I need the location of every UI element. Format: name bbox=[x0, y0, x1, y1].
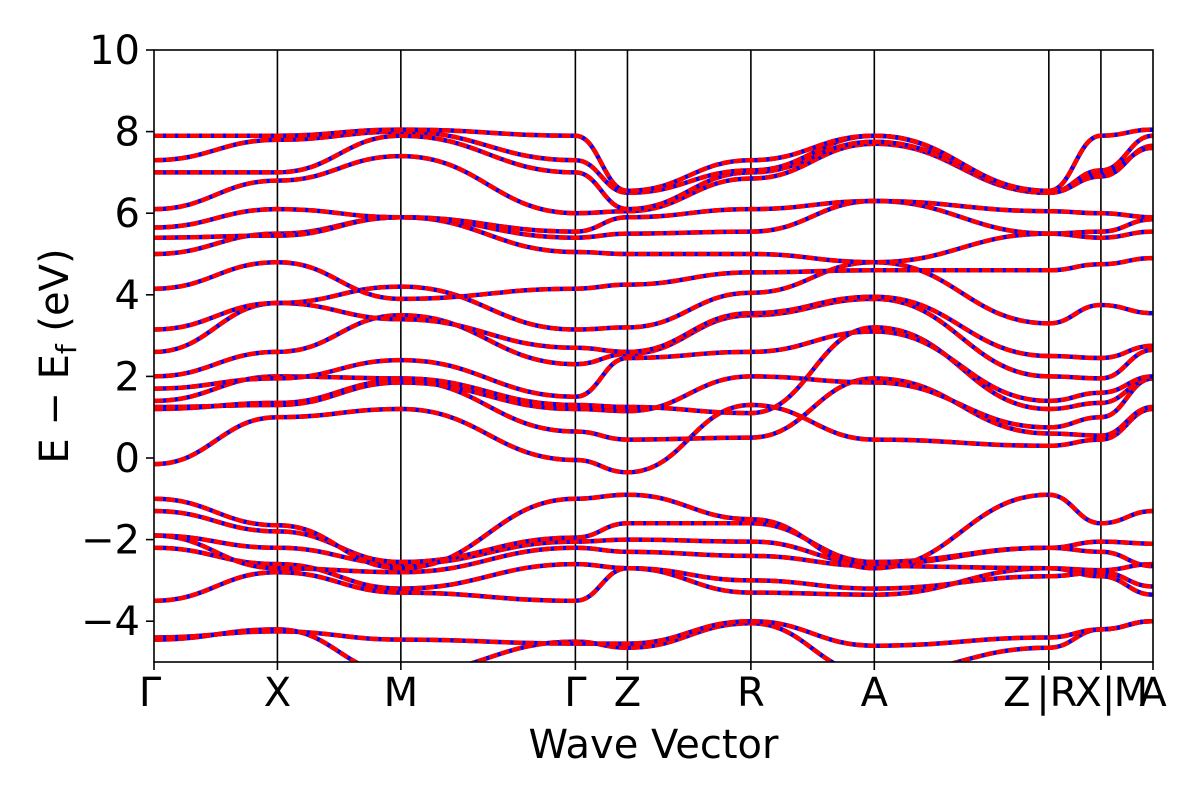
x-tick-label: Γ bbox=[564, 670, 587, 716]
band-7-red bbox=[154, 492, 1153, 571]
axes-frame bbox=[153, 49, 1154, 663]
x-tick-label: A bbox=[1139, 670, 1167, 716]
y-tick-label: 8 bbox=[115, 110, 140, 156]
y-axis-label: E − Ef (eV) bbox=[32, 248, 83, 463]
band-21-red bbox=[154, 133, 1153, 212]
band-6-red bbox=[154, 508, 1153, 565]
x-axis-label: Wave Vector bbox=[529, 722, 780, 768]
band-7-blue bbox=[154, 492, 1153, 571]
y-tick-label: 10 bbox=[89, 28, 140, 74]
x-tick-label: R bbox=[737, 670, 765, 716]
y-axis-ticks: −4 −2 0 2 4 6 8 10 bbox=[81, 28, 154, 645]
y-tick-label: −2 bbox=[81, 518, 140, 564]
band-15-red bbox=[154, 259, 1153, 332]
x-axis-ticks: Γ X M Γ Z R A Z |RX|MA bbox=[139, 662, 1167, 716]
band-lines bbox=[154, 127, 1153, 662]
x-tick-label: X| bbox=[1074, 670, 1115, 716]
x-tick-label: Γ bbox=[139, 670, 162, 716]
band-19-red bbox=[154, 198, 1153, 234]
x-tick-label: Z bbox=[1003, 670, 1030, 716]
y-tick-label: 6 bbox=[115, 191, 140, 237]
band-21-blue bbox=[154, 133, 1153, 212]
band-13-blue bbox=[154, 296, 1153, 381]
band-16-blue bbox=[154, 255, 1153, 302]
x-tick-label: M bbox=[384, 670, 419, 716]
x-tick-label: Z bbox=[614, 670, 641, 716]
y-axis-label-subscript: f bbox=[50, 343, 83, 354]
y-tick-label: 4 bbox=[115, 273, 140, 319]
plot-frame bbox=[153, 49, 1154, 663]
x-tick-label: M bbox=[1114, 670, 1149, 716]
band-17-red bbox=[154, 215, 1153, 265]
vertical-path-lines bbox=[276, 50, 1102, 662]
band-16-red bbox=[154, 255, 1153, 302]
band-23-red bbox=[154, 127, 1153, 194]
x-tick-label: A bbox=[861, 670, 889, 716]
band-1-red bbox=[154, 618, 1153, 648]
y-tick-label: −4 bbox=[81, 599, 140, 645]
band-0-blue bbox=[154, 618, 1153, 662]
y-tick-label: 2 bbox=[115, 354, 140, 400]
y-tick-label: 0 bbox=[115, 436, 140, 482]
x-tick-label: X bbox=[264, 670, 291, 716]
y-axis-label-unit: (eV) bbox=[32, 248, 78, 344]
x-tick-label: |R bbox=[1036, 670, 1077, 716]
band-10-red bbox=[154, 374, 1153, 430]
y-axis-label-main: E − E bbox=[32, 354, 78, 464]
band-20-blue bbox=[154, 141, 1153, 216]
band-12-red bbox=[154, 329, 1153, 404]
